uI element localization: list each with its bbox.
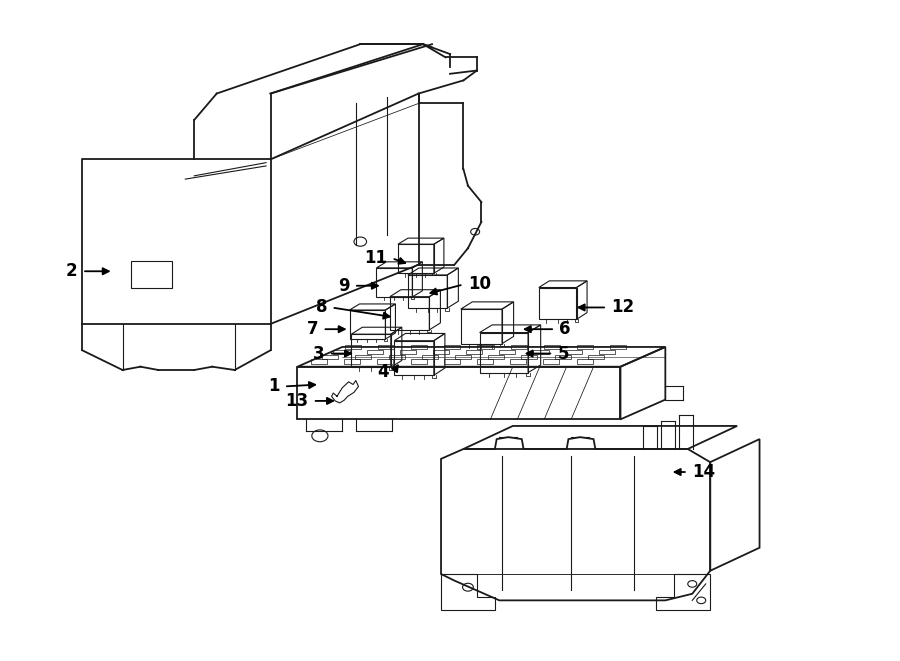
Bar bbox=[445, 344, 460, 349]
Text: 1: 1 bbox=[268, 377, 280, 395]
Text: 14: 14 bbox=[692, 463, 716, 481]
Text: 13: 13 bbox=[285, 392, 308, 410]
Bar bbox=[577, 360, 593, 364]
Text: 12: 12 bbox=[611, 299, 634, 317]
Bar bbox=[544, 344, 560, 349]
Bar bbox=[322, 354, 338, 359]
Text: 9: 9 bbox=[338, 277, 349, 295]
Bar bbox=[356, 354, 372, 359]
Text: 4: 4 bbox=[377, 363, 389, 381]
Bar bbox=[500, 350, 516, 354]
Text: 10: 10 bbox=[468, 276, 490, 293]
Bar bbox=[454, 354, 471, 359]
Bar bbox=[510, 360, 526, 364]
Bar bbox=[378, 344, 394, 349]
Bar bbox=[466, 350, 482, 354]
Bar bbox=[477, 344, 493, 349]
Bar bbox=[566, 350, 582, 354]
Bar bbox=[544, 360, 560, 364]
Bar bbox=[610, 344, 626, 349]
Text: 8: 8 bbox=[316, 299, 327, 317]
Bar bbox=[400, 350, 416, 354]
Text: 7: 7 bbox=[307, 320, 318, 338]
Bar bbox=[345, 344, 361, 349]
Bar bbox=[444, 360, 460, 364]
Text: 2: 2 bbox=[66, 262, 77, 280]
Bar bbox=[598, 350, 615, 354]
Bar bbox=[377, 360, 393, 364]
Bar bbox=[344, 360, 360, 364]
Bar bbox=[422, 354, 438, 359]
Bar bbox=[510, 344, 526, 349]
Bar bbox=[577, 344, 593, 349]
Bar bbox=[433, 350, 449, 354]
Bar bbox=[310, 360, 327, 364]
Bar bbox=[588, 354, 604, 359]
Text: 3: 3 bbox=[313, 344, 324, 362]
Bar bbox=[477, 360, 493, 364]
Text: 6: 6 bbox=[560, 320, 571, 338]
Bar bbox=[410, 360, 427, 364]
Text: 11: 11 bbox=[364, 249, 387, 267]
Bar bbox=[333, 350, 349, 354]
Bar bbox=[389, 354, 405, 359]
Bar bbox=[366, 350, 382, 354]
Bar bbox=[521, 354, 537, 359]
Text: 5: 5 bbox=[558, 344, 569, 362]
Bar bbox=[411, 344, 428, 349]
Bar bbox=[488, 354, 504, 359]
Bar bbox=[554, 354, 571, 359]
Bar bbox=[533, 350, 549, 354]
